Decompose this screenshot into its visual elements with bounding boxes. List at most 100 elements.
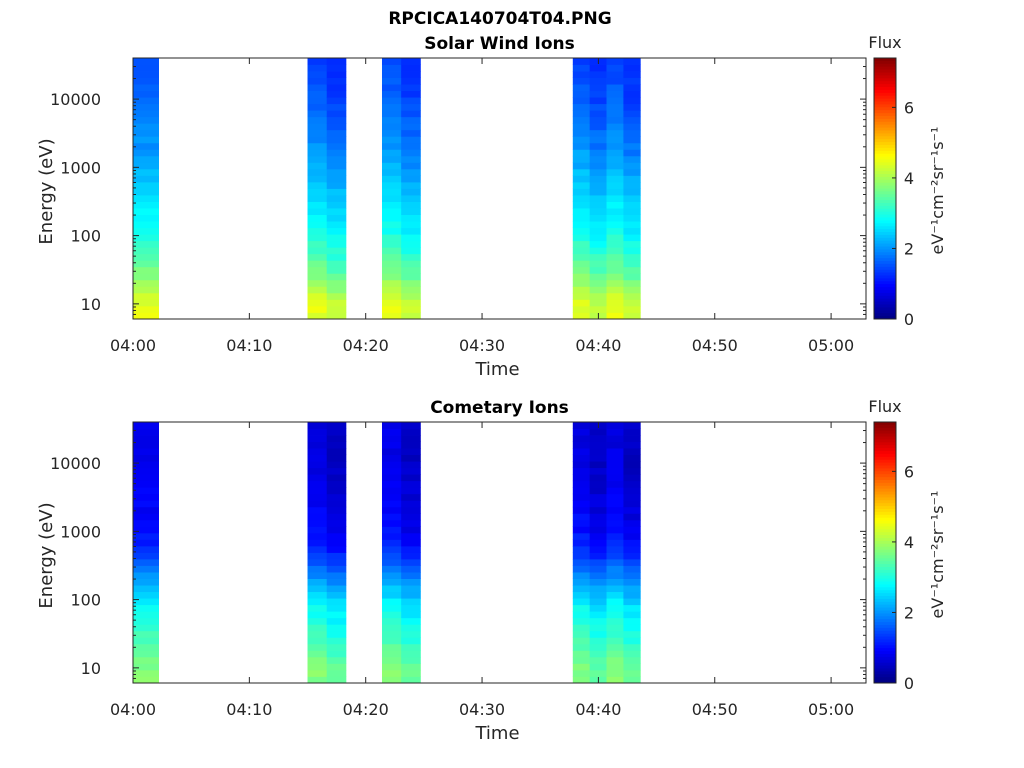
heatmap-cell (326, 500, 347, 508)
heatmap-cell (307, 227, 328, 235)
heatmap-cell (606, 77, 624, 85)
heatmap-cell (623, 487, 641, 495)
heatmap-cell (606, 279, 624, 287)
colorbar-segment (874, 281, 896, 285)
heatmap-cell (307, 312, 328, 320)
colorbar-segment (874, 185, 896, 189)
colorbar-segment (874, 211, 896, 216)
heatmap-cell (623, 266, 641, 274)
heatmap-cell (307, 454, 328, 462)
heatmap-cell (589, 519, 607, 527)
heatmap-cell (401, 162, 421, 170)
heatmap-cell (401, 578, 421, 586)
heatmap-cell (326, 663, 347, 671)
colorbar-segment (874, 451, 896, 455)
heatmap-cell (326, 253, 347, 261)
heatmap-cell (589, 103, 607, 111)
heatmap-cell (133, 611, 159, 619)
heatmap-cell (326, 90, 347, 98)
heatmap-cell (572, 90, 591, 98)
y-tick-label: 10000 (50, 454, 101, 473)
heatmap-cell (401, 467, 421, 475)
heatmap-cell (307, 175, 328, 183)
colorbar-segment (874, 150, 896, 155)
heatmap-cell (606, 201, 624, 209)
heatmap-cell (606, 578, 624, 586)
heatmap-cell (326, 448, 347, 456)
colorbar-segment (874, 168, 896, 172)
heatmap-cell (381, 253, 402, 261)
x-tick-label: 04:20 (343, 336, 389, 355)
heatmap-cell (307, 299, 328, 307)
heatmap-cell (307, 103, 328, 111)
heatmap-cell (606, 467, 624, 475)
heatmap-cell (606, 624, 624, 632)
heatmap-cell (381, 656, 402, 664)
heatmap-cell (589, 155, 607, 163)
heatmap-cell (381, 513, 402, 521)
colorbar-segment (874, 596, 896, 600)
heatmap-cell (572, 123, 591, 131)
heatmap-cell (307, 97, 328, 105)
heatmap-cell (133, 90, 159, 98)
heatmap-cell (133, 428, 159, 436)
heatmap-cell (381, 578, 402, 586)
colorbar-segment (874, 656, 896, 661)
heatmap-cell (133, 519, 159, 527)
heatmap-cell (381, 572, 402, 579)
colorbar-segment (874, 584, 896, 588)
heatmap-cell (133, 58, 159, 65)
heatmap-cell (381, 487, 402, 495)
heatmap-cell (589, 97, 607, 105)
heatmap-cell (606, 630, 624, 638)
heatmap-cell (606, 110, 624, 118)
heatmap-cell (381, 129, 402, 137)
heatmap-cell (381, 247, 402, 255)
colorbar-segment (874, 564, 896, 568)
heatmap-cell (307, 552, 328, 560)
heatmap-cell (326, 273, 347, 281)
heatmap-cell (381, 604, 402, 612)
heatmap-cell (623, 84, 641, 92)
heatmap-cell (606, 650, 624, 658)
colorbar-tick-label: 4 (904, 169, 914, 188)
heatmap-cell (307, 221, 328, 229)
heatmap-cell (589, 299, 607, 307)
heatmap-cell (401, 552, 421, 560)
heatmap-cell (307, 545, 328, 553)
heatmap-cell (572, 312, 591, 320)
heatmap-cell (606, 454, 624, 462)
y-axis-label: Energy (eV) (36, 502, 57, 608)
colorbar-segment (874, 465, 896, 469)
colorbar-segment (874, 217, 896, 221)
heatmap-cell (606, 71, 624, 78)
heatmap-cell (623, 676, 641, 684)
heatmap-cell (326, 136, 347, 144)
heatmap-cell (623, 656, 641, 664)
heatmap-cell (133, 136, 159, 144)
heatmap-cell (381, 539, 402, 547)
colorbar-segment (874, 307, 896, 311)
heatmap-cell (623, 175, 641, 183)
heatmap-cell (381, 149, 402, 157)
heatmap-cell (326, 168, 347, 176)
colorbar-segment (874, 453, 896, 458)
heatmap-cell (326, 181, 347, 189)
heatmap-cell (572, 611, 591, 619)
colorbar-segment (874, 549, 896, 553)
colorbar-segment (874, 58, 896, 62)
heatmap-cell (326, 97, 347, 105)
heatmap-cell (326, 650, 347, 658)
heatmap-cell (606, 506, 624, 514)
heatmap-cell (623, 441, 641, 449)
heatmap-cell (606, 214, 624, 222)
heatmap-cell (572, 305, 591, 313)
heatmap-cell (589, 506, 607, 514)
heatmap-cell (589, 611, 607, 619)
heatmap-cell (133, 247, 159, 255)
heatmap-cell (326, 435, 347, 442)
heatmap-cell (133, 591, 159, 599)
y-tick-label: 100 (70, 591, 101, 610)
heatmap-cell (572, 84, 591, 92)
heatmap-cell (326, 539, 347, 547)
